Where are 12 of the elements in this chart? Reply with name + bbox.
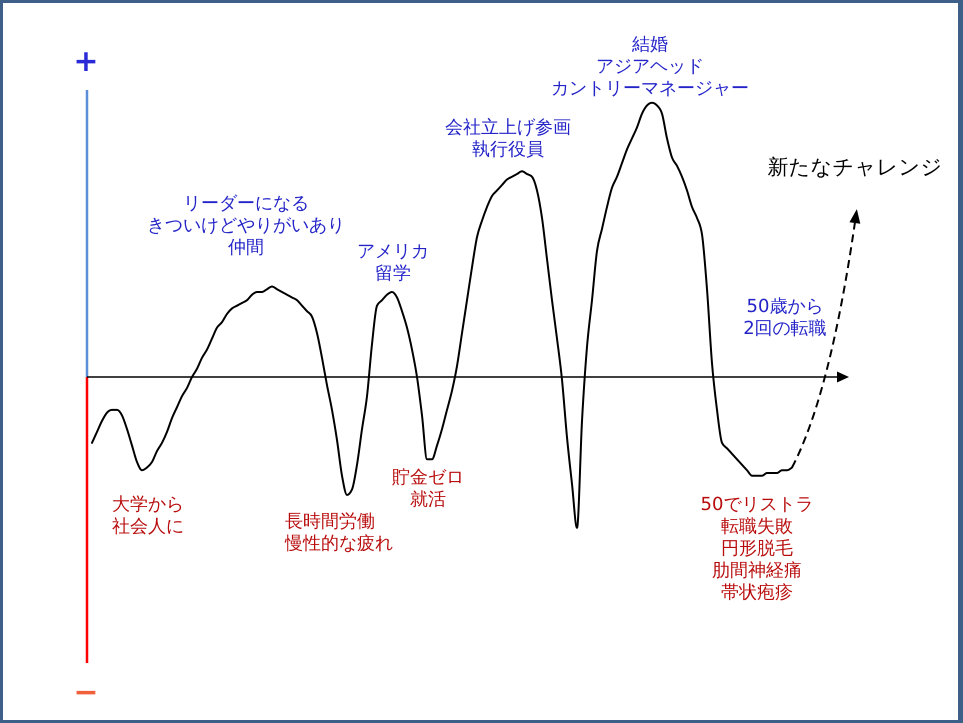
annotation: 大学から社会人に: [112, 494, 184, 538]
annotation: 会社立上げ参画執行役員: [445, 117, 571, 161]
text: 結婚アジアヘッドカントリーマネージャー: [551, 34, 749, 100]
annotation: 長時間労働慢性的な疲れ: [285, 511, 393, 555]
annotation: 新たなチャレンジ: [768, 155, 942, 179]
text: +: [73, 44, 99, 79]
text: −: [73, 675, 99, 710]
annotation: 貯金ゼロ就活: [392, 467, 464, 511]
annotation: 50でリストラ転職失敗円形脱毛肋間神経痛帯状疱疹: [700, 494, 814, 604]
annotation: 50歳から2回の転職: [743, 296, 827, 340]
annotation: リーダーになるきついけどやりがいあり仲間: [147, 193, 345, 259]
annotation: アメリカ留学: [357, 241, 429, 285]
